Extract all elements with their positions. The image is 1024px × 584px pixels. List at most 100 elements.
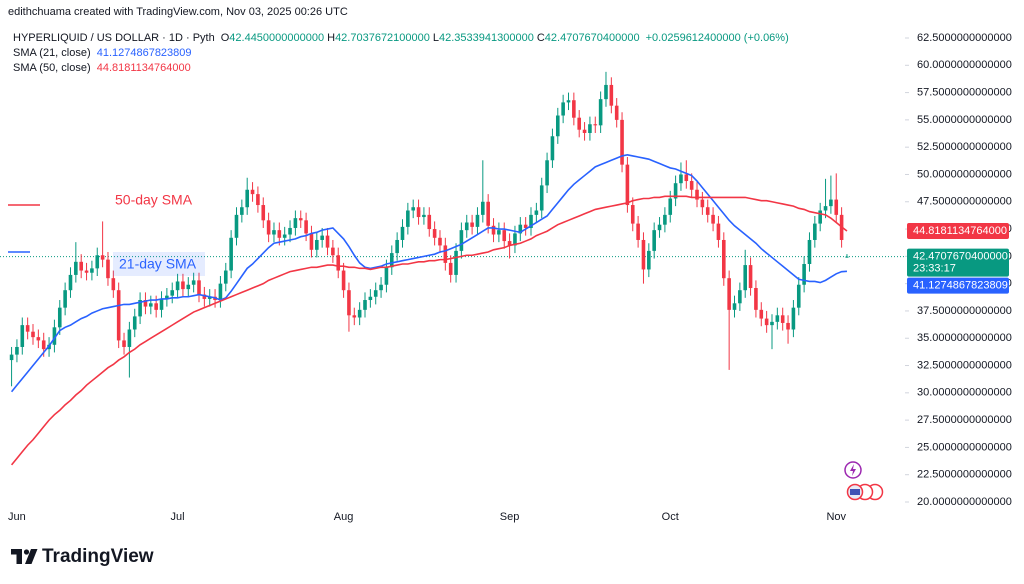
candle-body (813, 223, 817, 240)
candle-body (684, 174, 689, 182)
logo-shape (23, 549, 30, 555)
candle-body (304, 220, 308, 234)
candle-body (68, 274, 73, 291)
y-tick-label: 27.5000000000000 (917, 414, 1012, 426)
candle-body (288, 227, 292, 235)
candle-body (100, 255, 105, 260)
candle-body (400, 226, 405, 240)
candle-body (448, 262, 453, 275)
candle-body (293, 218, 298, 228)
candle-body (641, 239, 646, 270)
candle-body (63, 290, 67, 308)
logo-icon (11, 549, 38, 564)
candle-body (630, 205, 635, 224)
countdown: 23:33:17 (913, 263, 956, 275)
candle-body (165, 295, 169, 299)
candle-body (159, 298, 164, 310)
x-tick-label: Jul (171, 511, 185, 523)
candle-body (379, 284, 383, 291)
candle-body (347, 290, 351, 316)
candle-body (518, 224, 523, 234)
candle-body (363, 300, 367, 310)
candle-body (791, 307, 796, 330)
y-tick-label: 47.5000000000000 (917, 196, 1012, 208)
candle-body (341, 270, 346, 291)
candle-body (679, 174, 683, 184)
candle-body (604, 84, 608, 100)
candle-body (823, 206, 828, 211)
candle-body (256, 194, 260, 206)
candle-body (15, 346, 19, 355)
candle-body (320, 235, 324, 240)
candle-body (149, 303, 153, 307)
candle-body (315, 239, 319, 250)
candle-body (266, 220, 271, 235)
ohlc-value: 42.4450000000000 (229, 32, 325, 44)
candle-body (41, 340, 46, 350)
price-box (907, 248, 1009, 277)
candle-body (74, 261, 78, 275)
annotation: 21-day SMA (119, 256, 197, 272)
ohlc-value: 42.4707670400000 (544, 32, 640, 44)
candle-body (309, 233, 314, 250)
icon (850, 489, 860, 495)
candle-body (357, 309, 362, 318)
y-tick-label: 37.5000000000000 (917, 305, 1012, 317)
candle-body (272, 230, 276, 235)
candle-body (845, 256, 849, 258)
candle-body (625, 164, 630, 206)
candle-body (298, 218, 303, 221)
candle-body (572, 100, 576, 118)
candle-body (432, 229, 437, 238)
candle-body (588, 124, 592, 133)
ohlc-label: H (327, 32, 336, 44)
candle-body (555, 115, 560, 137)
candle-body (116, 290, 121, 341)
candle-body (695, 189, 699, 200)
candle-body (673, 183, 678, 199)
candle-body (207, 296, 212, 299)
candle-body (411, 207, 416, 211)
legend-row: SMA (21, close) 41.1274867823809 (13, 46, 792, 61)
candle-body (748, 265, 753, 289)
y-tick-label: 30.0000000000000 (917, 387, 1012, 399)
candle-body (481, 201, 485, 215)
candle-body (550, 136, 555, 161)
candle-body (438, 237, 442, 246)
legend-row: SMA (50, close) 44.8181134764000 (13, 61, 792, 76)
candle-body (491, 225, 496, 235)
candle-body (406, 210, 410, 227)
candle-body (127, 329, 132, 347)
candle-body (36, 337, 41, 341)
credit: edithchuama created with TradingView.com… (8, 6, 348, 18)
indicator-name: SMA (21, close) (13, 47, 91, 59)
candle-body (529, 214, 533, 228)
candle-body (502, 230, 507, 242)
legend-row: HYPERLIQUID / US DOLLAR · 1D · Pyth O42.4… (13, 31, 792, 46)
y-tick-label: 60.0000000000000 (917, 59, 1012, 71)
candle-body (31, 331, 35, 338)
candle-body (191, 280, 196, 285)
x-tick-label: Oct (662, 511, 679, 523)
candle-body (727, 278, 731, 310)
candle-body (593, 124, 598, 126)
candle-body (261, 205, 266, 221)
annotation: 50-day SMA (115, 192, 193, 208)
y-tick-label: 35.0000000000000 (917, 332, 1012, 344)
y-tick-label: 57.5000000000000 (917, 86, 1012, 98)
symbol-title: HYPERLIQUID / US DOLLAR · 1D · Pyth (13, 32, 215, 44)
candle-body (486, 201, 490, 226)
candle-body (705, 207, 710, 215)
candle-body (229, 237, 233, 271)
candle-body (668, 198, 673, 215)
candle-body (507, 241, 512, 246)
y-tick-label: 62.5000000000000 (917, 32, 1012, 44)
candle-body (122, 340, 126, 347)
price-box-label: 41.1274867823809 (913, 280, 1008, 292)
candle-body (245, 189, 249, 208)
candle-body (175, 281, 180, 291)
candle-body (389, 253, 394, 268)
candle-body (716, 223, 721, 240)
candle-body (454, 250, 458, 275)
